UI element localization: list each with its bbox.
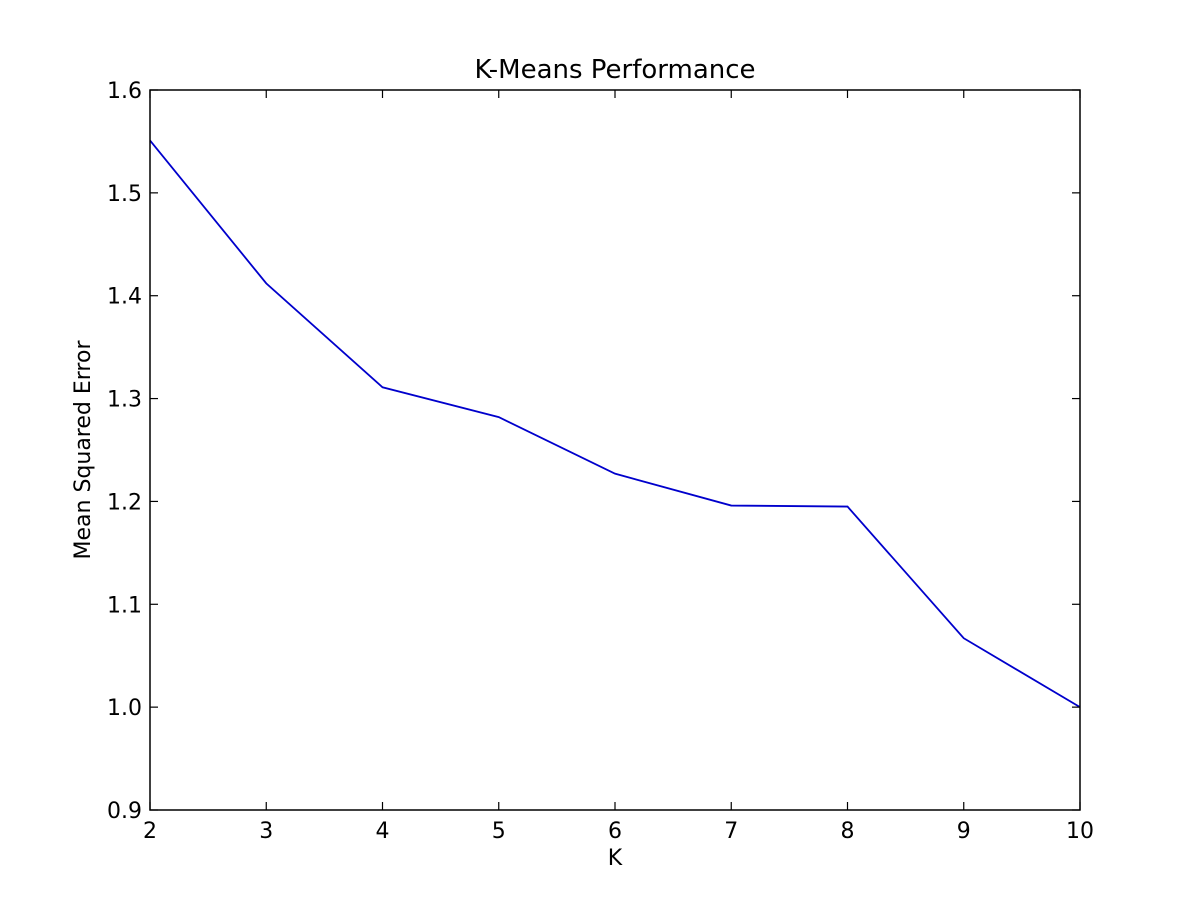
x-tick-label: 8 xyxy=(841,819,855,844)
series-layer xyxy=(149,139,1081,708)
x-tick-label: 10 xyxy=(1066,819,1094,844)
y-tick-label: 1.0 xyxy=(107,696,142,721)
x-tick-label: 3 xyxy=(259,819,273,844)
y-axis-label: Mean Squared Error xyxy=(71,340,96,560)
series-line-0 xyxy=(149,139,1081,708)
x-tick-label: 4 xyxy=(376,819,390,844)
x-tick-label: 5 xyxy=(492,819,506,844)
x-tick-label: 2 xyxy=(143,819,157,844)
x-axis-label: K xyxy=(608,846,623,871)
y-tick-label: 1.4 xyxy=(107,285,142,310)
ticks-layer: 2 3 4 5 6 7 8 9 10 0.9 1.0 1.1 1.2 1.3 1.4 1.5 1.6 xyxy=(107,79,1094,844)
y-tick-label: 1.6 xyxy=(107,79,142,104)
y-tick-label: 1.5 xyxy=(107,182,142,207)
chart-title: K-Means Performance xyxy=(474,55,755,85)
x-tick-label: 6 xyxy=(608,819,622,844)
plot-area-frame xyxy=(149,89,1081,811)
y-tick-label: 1.2 xyxy=(107,490,142,515)
y-tick-label: 0.9 xyxy=(107,799,142,824)
y-tick-label: 1.3 xyxy=(107,388,142,413)
x-tick-label: 7 xyxy=(724,819,738,844)
x-tick-label: 9 xyxy=(957,819,971,844)
y-tick-label: 1.1 xyxy=(107,593,142,618)
